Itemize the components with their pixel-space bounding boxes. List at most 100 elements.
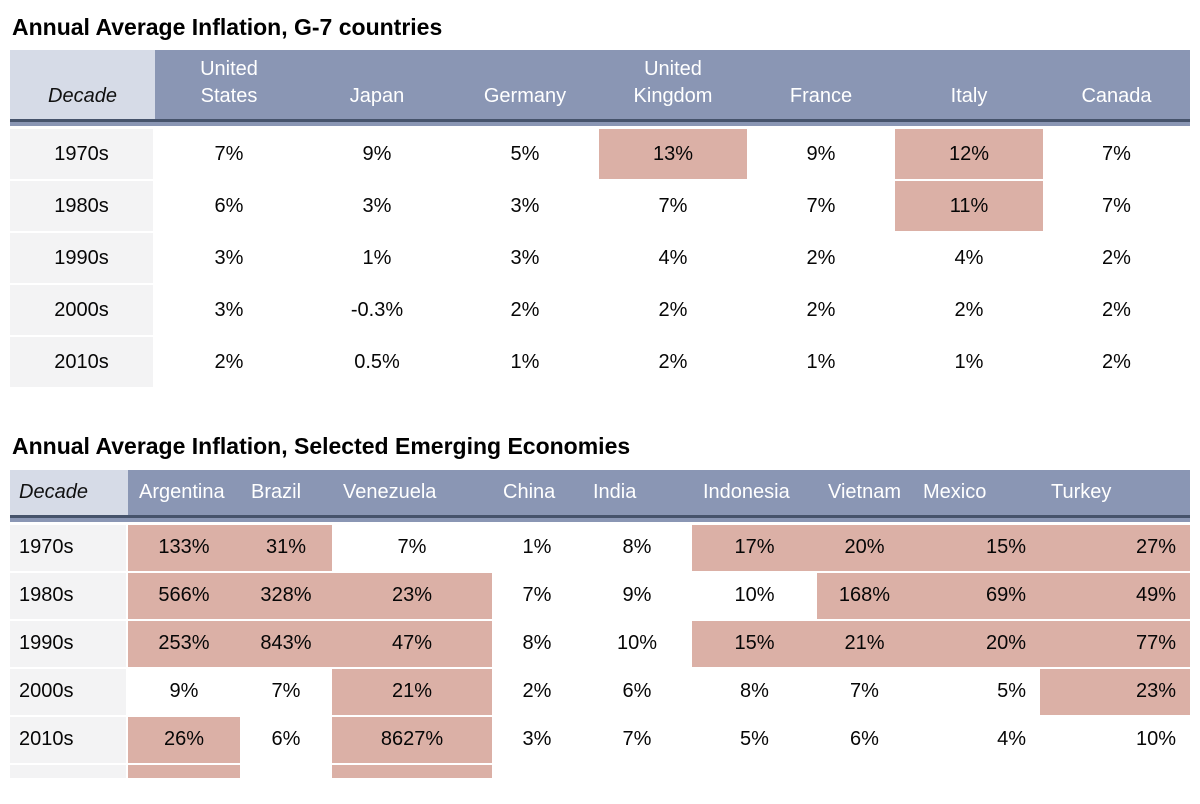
value-cell: 77%	[1040, 620, 1190, 669]
value-cell: 2%	[492, 668, 582, 717]
column-header-indonesia: Indonesia	[692, 469, 817, 515]
value-cell: 843%	[240, 620, 332, 669]
value-cell: 3%	[492, 716, 582, 765]
value-cell: 7%	[240, 668, 332, 717]
emerging-inflation-table: Decade Argentina Brazil Venezuela China India…	[10, 469, 1190, 778]
value-cell: 9%	[582, 572, 692, 621]
value-cell: 23%	[332, 572, 492, 621]
column-header-united-states: United States	[155, 50, 303, 120]
value-cell: 6%	[240, 716, 332, 765]
value-cell: 12%	[895, 129, 1043, 182]
data-row-1980s: 1980s 6% 3% 3% 7% 7% 11% 7%	[10, 181, 1190, 234]
value-cell: 6%	[582, 668, 692, 717]
decade-cell	[10, 764, 128, 778]
value-cell: 8%	[582, 524, 692, 573]
value-cell	[240, 764, 332, 778]
value-cell: 7%	[332, 524, 492, 573]
value-cell: 8627%	[332, 716, 492, 765]
value-cell: 8%	[692, 668, 817, 717]
value-cell: 27%	[1040, 524, 1190, 573]
column-header-japan: Japan	[303, 50, 451, 120]
value-cell: 2%	[1043, 285, 1190, 338]
decade-cell: 1990s	[10, 620, 128, 669]
value-cell: 5%	[692, 716, 817, 765]
value-cell	[582, 764, 692, 778]
value-cell: 3%	[451, 181, 599, 234]
data-row-2010s: 2010s 2% 0.5% 1% 2% 1% 1% 2%	[10, 337, 1190, 390]
value-cell	[912, 764, 1040, 778]
value-cell: 23%	[1040, 668, 1190, 717]
column-header-argentina: Argentina	[128, 469, 240, 515]
decade-cell: 1980s	[10, 181, 155, 234]
g7-table-title: Annual Average Inflation, G-7 countries	[12, 14, 443, 40]
value-cell: 26%	[128, 716, 240, 765]
value-cell: 7%	[492, 572, 582, 621]
value-cell	[492, 764, 582, 778]
value-cell: 5%	[912, 668, 1040, 717]
data-row-1990s: 1990s 3% 1% 3% 4% 2% 4% 2%	[10, 233, 1190, 286]
value-cell: 2%	[747, 233, 895, 286]
value-cell: 328%	[240, 572, 332, 621]
column-header-china: China	[492, 469, 582, 515]
value-cell: 9%	[303, 129, 451, 182]
column-header-united-kingdom: United Kingdom	[599, 50, 747, 120]
value-cell: 1%	[303, 233, 451, 286]
emerging-table-section: Annual Average Inflation, Selected Emerg…	[10, 433, 1190, 778]
data-row-2010s: 2010s 26% 6% 8627% 3% 7% 5% 6% 4% 10%	[10, 716, 1190, 765]
value-cell	[817, 764, 912, 778]
column-header-brazil: Brazil	[240, 469, 332, 515]
value-cell: 2%	[1043, 233, 1190, 286]
emerging-table-title: Annual Average Inflation, Selected Emerg…	[12, 433, 631, 460]
value-cell: 11%	[895, 181, 1043, 234]
value-cell: 253%	[128, 620, 240, 669]
value-cell: 4%	[895, 233, 1043, 286]
value-cell: 6%	[817, 716, 912, 765]
g7-table-section: Annual Average Inflation, G-7 countries …	[10, 14, 1190, 390]
decade-column-header: Decade	[10, 50, 155, 120]
value-cell: 2%	[599, 337, 747, 390]
value-cell: 4%	[599, 233, 747, 286]
value-cell: 2%	[451, 285, 599, 338]
value-cell: 5%	[451, 129, 599, 182]
decade-cell: 1970s	[10, 129, 155, 182]
data-row-1980s: 1980s 566% 328% 23% 7% 9% 10% 168% 69% 49%	[10, 572, 1190, 621]
decade-cell: 1980s	[10, 572, 128, 621]
value-cell: 69%	[912, 572, 1040, 621]
value-cell: 7%	[747, 181, 895, 234]
data-row-1990s: 1990s 253% 843% 47% 8% 10% 15% 21% 20% 77%	[10, 620, 1190, 669]
value-cell: 7%	[1043, 181, 1190, 234]
value-cell: -0.3%	[303, 285, 451, 338]
value-cell: 31%	[240, 524, 332, 573]
value-cell: 566%	[128, 572, 240, 621]
value-cell: 10%	[582, 620, 692, 669]
header-row: Decade Argentina Brazil Venezuela China India…	[10, 469, 1190, 515]
column-header-france: France	[747, 50, 895, 120]
value-cell: 13%	[599, 129, 747, 182]
decade-cell: 1970s	[10, 524, 128, 573]
decade-cell: 2000s	[10, 285, 155, 338]
column-header-vietnam: Vietnam	[817, 469, 912, 515]
value-cell: 7%	[582, 716, 692, 765]
value-cell: 10%	[692, 572, 817, 621]
value-cell: 9%	[747, 129, 895, 182]
value-cell: 7%	[1043, 129, 1190, 182]
value-cell: 1%	[895, 337, 1043, 390]
value-cell: 6%	[155, 181, 303, 234]
value-cell: 1%	[451, 337, 599, 390]
value-cell: 2%	[1043, 337, 1190, 390]
value-cell: 15%	[692, 620, 817, 669]
value-cell: 15%	[912, 524, 1040, 573]
value-cell: 0.5%	[303, 337, 451, 390]
column-header-turkey: Turkey	[1040, 469, 1190, 515]
header-row: Decade United States Japan Germany United Ki…	[10, 50, 1190, 120]
value-cell: 17%	[692, 524, 817, 573]
value-cell	[128, 764, 240, 778]
column-header-mexico: Mexico	[912, 469, 1040, 515]
g7-inflation-table: Decade United States Japan Germany United Ki…	[10, 50, 1190, 390]
decade-cell: 1990s	[10, 233, 155, 286]
decade-cell: 2010s	[10, 716, 128, 765]
value-cell: 20%	[912, 620, 1040, 669]
value-cell: 7%	[155, 129, 303, 182]
column-header-venezuela: Venezuela	[332, 469, 492, 515]
